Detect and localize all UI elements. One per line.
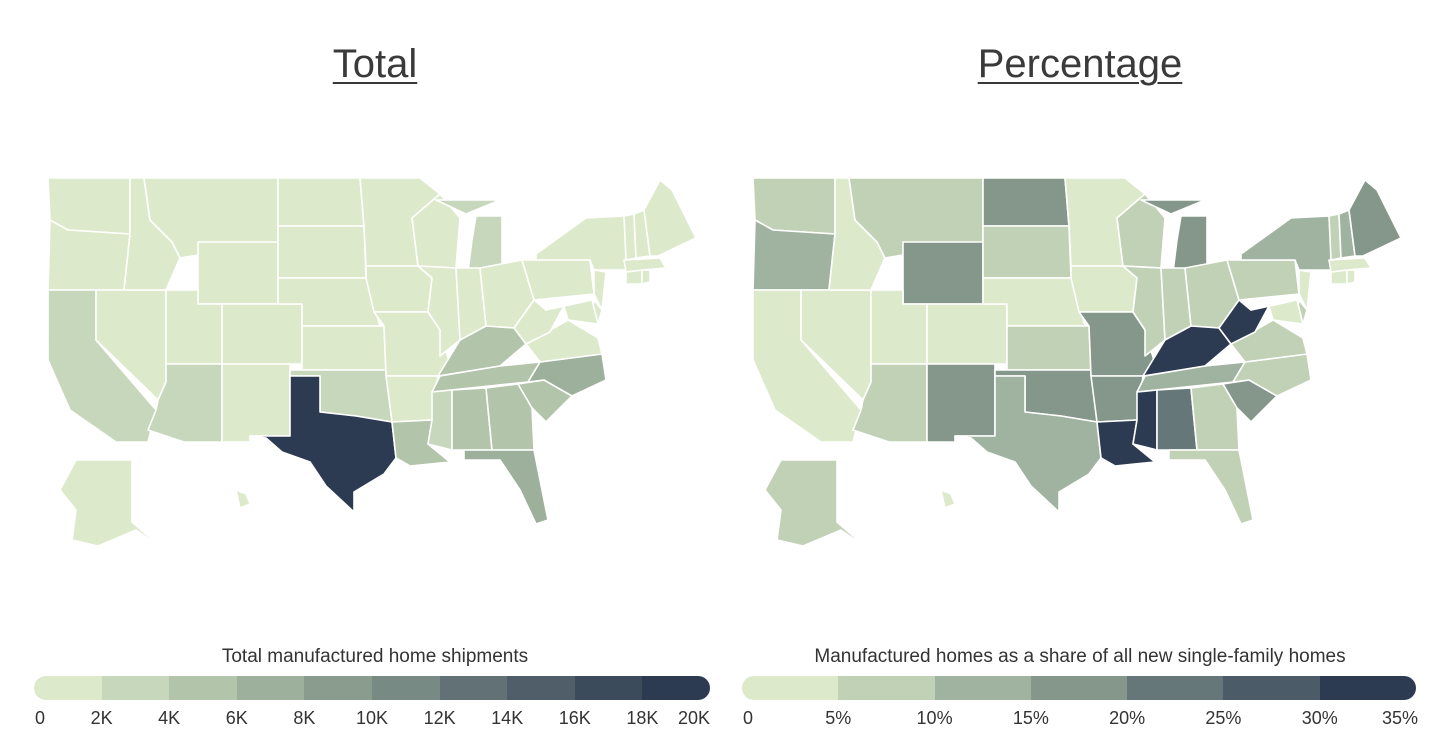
state-wy (197, 241, 279, 305)
legend-tick-label: 10K (355, 708, 389, 728)
state-hi (940, 489, 956, 509)
legend-swatch (169, 676, 237, 700)
state-nd (982, 177, 1070, 227)
total-map-panel: Total Total manufactured home shipments … (20, 0, 730, 750)
us-choropleth-map (752, 177, 1402, 549)
state-sd (982, 225, 1072, 279)
legend-swatch (101, 676, 170, 700)
panel-title: Percentage (977, 42, 1183, 86)
legend-tick-label: 16K (558, 708, 591, 728)
state-ny (1240, 215, 1336, 271)
legend-tick-label: 14K (491, 708, 524, 728)
state-me (1348, 179, 1402, 257)
state-ks (301, 325, 387, 371)
state-ms (1132, 389, 1158, 451)
state-ri (641, 269, 651, 285)
legend-swatch (34, 676, 102, 700)
state-me (643, 179, 697, 257)
legend-tick-label: 15% (1012, 708, 1049, 728)
legend-tick-label: 6K (225, 708, 248, 728)
legend-swatch (1127, 676, 1224, 700)
state-ks (1006, 325, 1092, 371)
state-ar (1090, 375, 1144, 423)
legend-swatch (371, 676, 440, 700)
state-ms (427, 389, 453, 451)
legend-tick-label: 12K (423, 708, 456, 728)
state-al (1156, 387, 1198, 451)
state-fl (1168, 449, 1254, 525)
legend-swatch (507, 676, 575, 700)
legend-swatch (439, 676, 508, 700)
state-hi (235, 489, 251, 509)
legend-tick-label: 25% (1205, 708, 1242, 728)
legend-swatch (1030, 676, 1128, 700)
state-nm (221, 363, 291, 443)
legend-swatch (236, 676, 305, 700)
panel-title: Total (332, 42, 418, 86)
legend-tick-label: 30% (1301, 708, 1338, 728)
legend-title: Total manufactured home shipments (221, 646, 529, 667)
legend-title: Manufactured homes as a share of all new… (814, 646, 1346, 667)
state-wi (411, 193, 461, 269)
state-ny (535, 215, 631, 271)
state-ar (385, 375, 439, 423)
legend-tick-label: 2K (90, 708, 113, 728)
legend-tick-label: 5% (825, 708, 852, 728)
legend-tick-label: 18K (626, 708, 659, 728)
legend-tick-label: 20K (677, 708, 711, 728)
percentage-map-panel: Percentage Manufactured homes as a share… (725, 0, 1435, 750)
state-co (926, 303, 1008, 365)
legend-tick-label: 0 (34, 708, 46, 728)
legend-swatch (934, 676, 1031, 700)
state-wi (1116, 193, 1166, 269)
state-ia (1070, 265, 1138, 313)
state-tn (1136, 361, 1246, 393)
legend-swatch (642, 676, 710, 700)
legend-tick-label: 0 (742, 708, 754, 728)
state-tn (431, 361, 541, 393)
state-nd (277, 177, 365, 227)
state-ak (764, 459, 868, 549)
legend-swatch (742, 676, 839, 700)
state-al (451, 387, 493, 451)
state-ga (485, 383, 535, 451)
state-co (221, 303, 303, 365)
legend-color-bar (34, 676, 710, 700)
state-tx (954, 375, 1102, 513)
legend-swatch (574, 676, 643, 700)
state-pa (521, 259, 595, 301)
legend-tick-label: 35% (1381, 708, 1419, 728)
state-fl (463, 449, 549, 525)
state-ma (1328, 257, 1372, 273)
state-ia (365, 265, 433, 313)
state-ak (59, 459, 163, 549)
state-tx (249, 375, 397, 513)
legend-color-bar (742, 676, 1416, 700)
legend-tick-label: 4K (158, 708, 181, 728)
legend-tick-label: 20% (1109, 708, 1146, 728)
state-sd (277, 225, 367, 279)
legend-tick-label: 10% (916, 708, 953, 728)
state-wy (902, 241, 984, 305)
legend-swatch (304, 676, 372, 700)
state-ri (1346, 269, 1356, 285)
legend-swatch (1319, 676, 1416, 700)
state-ga (1190, 383, 1240, 451)
state-pa (1226, 259, 1300, 301)
state-md (545, 299, 599, 325)
legend-tick-label: 8K (293, 708, 316, 728)
legend-swatch (838, 676, 935, 700)
state-md (1250, 299, 1304, 325)
state-nm (926, 363, 996, 443)
state-ma (623, 257, 667, 273)
us-choropleth-map (47, 177, 697, 549)
legend-swatch (1223, 676, 1320, 700)
